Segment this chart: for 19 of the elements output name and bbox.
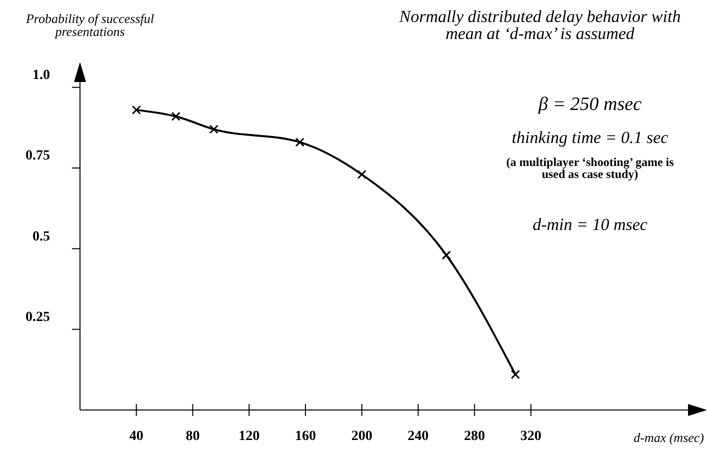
x-tick-label: 120 [238, 428, 260, 444]
chart-title: Normally distributed delay behavior with mean at ‘d-max’ is assumed [398, 7, 681, 43]
x-tick-label: 200 [351, 428, 372, 444]
x-axis-title: d-max (msec) [634, 430, 704, 445]
x-tick-label: 160 [294, 428, 316, 444]
x-tick-label: 320 [520, 428, 542, 444]
y-tick-label: 0.75 [26, 148, 50, 164]
x-tick-label: 40 [129, 428, 144, 444]
annotation: β = 250 msec [537, 94, 642, 115]
y-tick-label: 0.5 [32, 229, 50, 244]
annotation: d-min = 10 msec [532, 215, 648, 234]
annotation: thinking time = 0.1 sec [512, 128, 669, 147]
x-tick-label: 280 [464, 428, 486, 444]
x-tick-label: 240 [408, 428, 429, 444]
annotation: (a multiplayer ‘shooting’ game is used as case study) [506, 155, 674, 181]
x-tick-label: 80 [186, 428, 200, 444]
y-tick-label: 1.0 [32, 68, 50, 83]
y-tick-label: 0.25 [26, 310, 50, 325]
y-axis-title: Probability of successful presentations [24, 11, 154, 39]
